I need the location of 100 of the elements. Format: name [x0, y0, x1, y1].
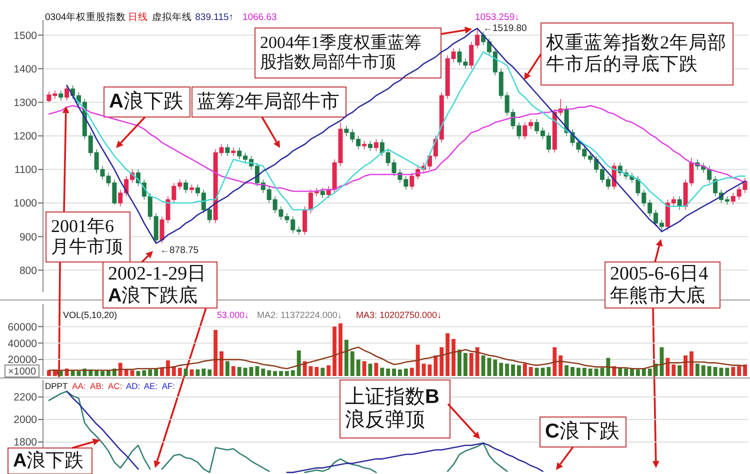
y-tick-label: 60000 [8, 321, 38, 334]
annotation: AF: [162, 381, 176, 391]
bar [392, 368, 396, 376]
bar [279, 371, 283, 376]
annotation: 权重蓝筹指数2年局部牛市后的寻底下跌 [545, 32, 726, 75]
bar [452, 338, 456, 376]
annotation: 839.115↑ [195, 12, 234, 23]
bar [273, 371, 278, 376]
annotation: AC: [108, 381, 122, 391]
bar [690, 351, 694, 376]
bar [522, 364, 527, 376]
annotation: ←878.75 [160, 245, 199, 256]
bar [284, 371, 289, 376]
bar [446, 333, 450, 376]
bar [136, 371, 140, 376]
candlestick [374, 138, 378, 152]
bar [606, 358, 610, 376]
bar [290, 370, 295, 376]
bar [184, 368, 188, 376]
bar [202, 368, 206, 376]
line-series [72, 51, 746, 210]
bar [142, 370, 146, 376]
bar [362, 361, 366, 376]
candlestick [368, 140, 372, 152]
bar [237, 366, 242, 376]
bar [695, 364, 700, 376]
bar [243, 368, 248, 376]
bar [130, 370, 134, 376]
candlestick [190, 184, 194, 194]
bar [672, 364, 676, 376]
annotation: 53.000↓ [217, 310, 250, 320]
bar [314, 366, 319, 376]
y-tick-label: 1800 [14, 436, 38, 449]
y-tick-label: 1500 [14, 30, 38, 42]
bar [570, 366, 574, 376]
chart-title: DPPT [45, 381, 68, 391]
bar [166, 360, 170, 376]
annotation: ←1519.80 [483, 23, 527, 34]
bar [493, 360, 498, 376]
annotation: A浪下跌 [13, 449, 84, 472]
y-tick-label: 1100 [14, 164, 38, 176]
bar [528, 366, 533, 376]
bar [576, 368, 580, 376]
y-tick-label: 1400 [14, 63, 38, 76]
bar [148, 369, 152, 376]
bar [648, 368, 652, 376]
bar [440, 347, 444, 376]
annotation: C浪下跌 [545, 420, 620, 443]
candlestick [225, 144, 230, 156]
bar [296, 350, 301, 376]
bar [582, 368, 586, 376]
bar [178, 368, 182, 376]
bar [487, 358, 492, 376]
bar [326, 365, 331, 376]
bar [416, 344, 420, 376]
bar [374, 362, 378, 376]
y-axis-title: ×1000 [8, 366, 36, 378]
annotation: 2002-1-29日A浪下跌底 [108, 263, 206, 306]
annotation: AE: [144, 381, 158, 391]
annotation: 2001年6月牛市顶 [51, 216, 123, 256]
bar [225, 361, 230, 376]
bar [404, 368, 408, 376]
annotation: 日线 [128, 11, 148, 23]
bar [594, 368, 598, 376]
annotation: 2005-6-6日4年熊市大底 [610, 263, 709, 306]
annotation: AD: [126, 381, 140, 391]
y-tick-label: 1000 [14, 198, 38, 210]
bar [499, 362, 504, 376]
bar [475, 347, 480, 376]
y-tick-label: 2000 [14, 414, 38, 426]
bar [196, 369, 200, 376]
bar [302, 361, 307, 376]
bar [410, 368, 414, 376]
bar [332, 326, 336, 376]
bar [707, 366, 712, 376]
y-tick-label: 1200 [14, 130, 38, 143]
bar [463, 352, 468, 376]
bar [118, 362, 122, 376]
bar [214, 330, 218, 376]
candlestick [64, 85, 70, 101]
bar [338, 323, 342, 376]
bar [505, 364, 510, 376]
candlestick [302, 206, 308, 236]
candlestick [207, 206, 212, 224]
bar [356, 360, 360, 376]
bar [368, 364, 372, 376]
annotation: 1066.63 [242, 12, 277, 23]
annotation: 2004年1季度权重蓝筹股指数局部牛市顶 [260, 33, 422, 72]
y-tick-label: 40000 [8, 338, 38, 350]
annotation: 上证指数B浪反弹顶 [345, 386, 440, 432]
y-tick-label: 20000 [8, 354, 38, 366]
chart-title: 0304年权重股指数 [45, 11, 126, 23]
candlestick [58, 90, 64, 101]
line-series [48, 346, 746, 371]
bar [630, 368, 634, 376]
bar [678, 365, 682, 376]
bar [154, 368, 158, 376]
bar [386, 368, 390, 376]
bar [701, 365, 706, 376]
bar [208, 369, 212, 376]
